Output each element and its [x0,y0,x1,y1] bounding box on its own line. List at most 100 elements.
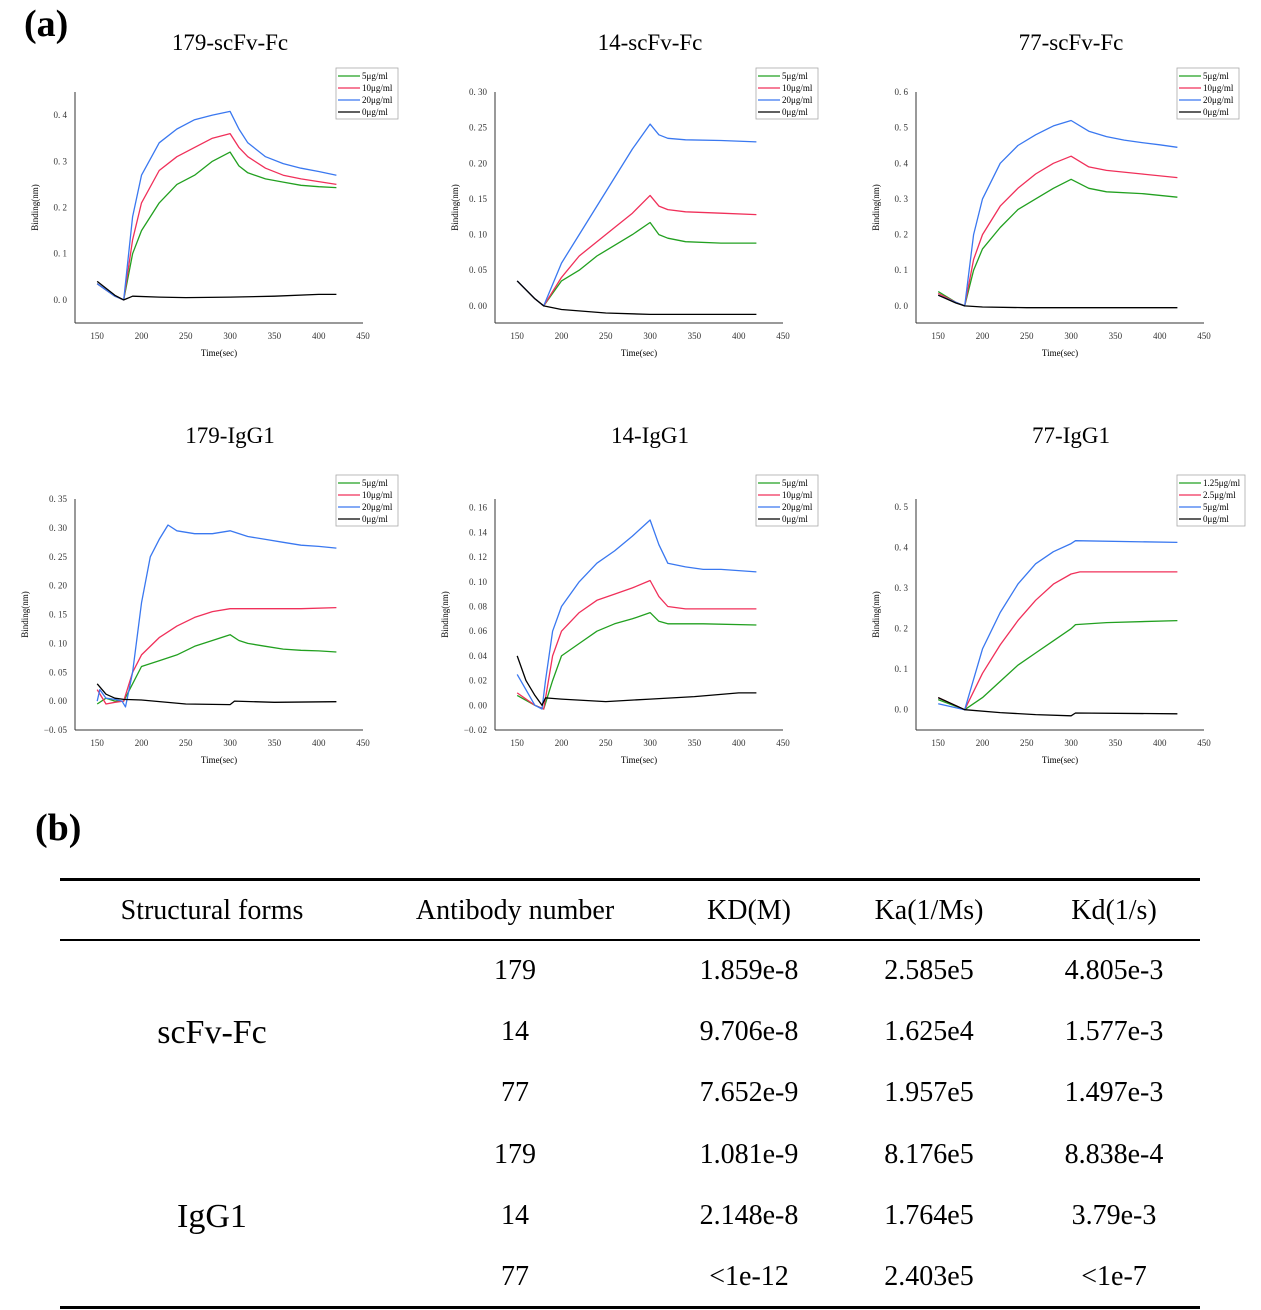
y-tick-label: 0. 1 [54,249,68,259]
y-tick-label: 0. 20 [469,158,488,168]
panel-b-label: (b) [35,807,82,849]
y-tick-label: 0. 1 [895,265,909,275]
x-tick-label: 350 [1109,738,1123,748]
x-tick-label: 200 [555,738,569,748]
table-cell: 2.403e5 [884,1261,974,1292]
legend-label: 10μg/ml [1203,83,1234,93]
x-tick-label: 200 [135,738,149,748]
legend-label: 0μg/ml [1203,514,1229,524]
table-cell: <1e-7 [1081,1261,1147,1292]
x-tick-label: 450 [1197,738,1211,748]
y-axis-label: Binding(nm) [30,184,40,231]
binding-chart-14-IgG1: 150 200 250 300 350 400 450 −0. 02 0. 00 0. 02 0. … [440,474,819,765]
table-cell: 14 [501,1199,529,1231]
legend-label: 20μg/ml [782,502,813,512]
y-axis-label: Binding(nm) [871,591,881,638]
table-bottom-rule [60,1306,1200,1309]
series-line-5μg/ml [516,611,757,710]
x-axis-label: Time(sec) [201,755,237,765]
y-tick-label: 0. 5 [895,123,909,133]
y-tick-label: 0. 0 [895,301,909,311]
legend: 5μg/ml 10μg/ml 20μg/ml 0μg/ml [335,67,399,120]
binding-chart-77-scFv-Fc: 150 200 250 300 350 400 450 0. 0 0. 1 0. 2 0. 3 0. … [871,67,1240,358]
series-line-20μg/ml [516,519,757,710]
legend-label: 20μg/ml [782,95,813,105]
x-tick-label: 400 [1153,331,1167,341]
y-axis-label: Binding(nm) [20,591,30,638]
y-tick-label: 0. 4 [895,543,909,553]
x-tick-label: 400 [732,331,746,341]
column-header: Structural forms [120,895,304,926]
table-cell: 8.838e-4 [1064,1138,1164,1170]
table-cell: 1.764e5 [884,1199,974,1231]
series-line-0μg/ml [96,683,337,706]
legend-label: 5μg/ml [362,478,388,488]
legend-label: 10μg/ml [782,490,813,500]
binding-chart-179-scFv-Fc: 150 200 250 300 350 400 450 0. 0 0. 1 0. 2 0. 3 0. … [30,67,399,358]
y-axis-label: Binding(nm) [440,591,450,638]
y-tick-label: −0. 02 [464,725,487,735]
x-tick-label: 350 [268,331,282,341]
binding-chart-77-IgG1: 150 200 250 300 350 400 450 0. 0 0. 1 0. 2 0. 3 0. … [871,474,1246,765]
legend-label: 1.25μg/ml [1203,478,1241,488]
x-tick-label: 200 [976,738,990,748]
x-tick-label: 450 [776,331,790,341]
y-tick-label: 0. 1 [895,664,909,674]
series-line-5μg/ml [937,178,1178,307]
table-cell: 1.859e-8 [699,955,799,986]
column-header: Antibody number [415,895,615,926]
y-tick-label: 0. 0 [54,295,68,305]
x-tick-label: 250 [599,738,613,748]
legend-label: 5μg/ml [1203,71,1229,81]
y-tick-label: 0. 4 [895,158,909,168]
x-tick-label: 250 [179,331,193,341]
y-tick-label: 0. 30 [469,87,488,97]
y-tick-label: 0. 00 [469,700,488,710]
y-tick-label: 0. 6 [895,87,909,97]
y-tick-label: 0. 08 [469,601,488,611]
x-tick-label: 150 [931,331,945,341]
y-tick-label: 0. 10 [469,230,488,240]
series-line-5μg/ml [96,151,337,301]
chart-title: 14-scFv-Fc [597,30,703,55]
series-line-1.25μg/ml [937,619,1178,711]
x-tick-label: 150 [90,738,104,748]
series-line-0μg/ml [516,655,757,706]
y-tick-label: 0. 4 [54,110,68,120]
legend-label: 0μg/ml [1203,107,1229,117]
x-tick-label: 350 [268,738,282,748]
series-line-20μg/ml [937,119,1178,307]
y-tick-label: 0. 30 [49,523,68,533]
chart-title: 179-IgG1 [185,423,275,448]
y-tick-label: 0. 20 [49,581,68,591]
legend: 1.25μg/ml 2.5μg/ml 5μg/ml 0μg/ml [1176,474,1246,527]
x-tick-label: 150 [510,331,524,341]
y-tick-label: 0. 02 [469,676,487,686]
table-cell: 77 [501,1077,529,1109]
series-line-10μg/ml [516,579,757,710]
x-tick-label: 350 [688,738,702,748]
y-tick-label: 0. 14 [469,527,488,537]
table-cell: 2.585e5 [884,955,974,986]
column-header: Kd(1/s) [1071,895,1157,926]
x-tick-label: 300 [643,738,657,748]
x-tick-label: 150 [931,738,945,748]
y-tick-label: −0. 05 [44,725,68,735]
x-tick-label: 300 [643,331,657,341]
x-tick-label: 200 [555,331,569,341]
table-cell: 1.957e5 [884,1077,974,1109]
table-cell: 179 [494,955,536,986]
x-axis-label: Time(sec) [1042,755,1078,765]
table-cell: 7.652e-9 [699,1077,799,1109]
x-tick-label: 300 [1064,738,1078,748]
table-top-rule [60,878,1200,881]
legend-label: 20μg/ml [362,502,393,512]
chart-title: 179-scFv-Fc [171,30,289,55]
x-tick-label: 150 [510,738,524,748]
table-header-rule [60,939,1200,941]
y-tick-label: 0. 16 [469,503,488,513]
table-cell: 77 [501,1261,529,1292]
column-header: Ka(1/Ms) [874,895,984,926]
y-tick-label: 0. 3 [54,156,68,166]
x-tick-label: 300 [223,331,237,341]
